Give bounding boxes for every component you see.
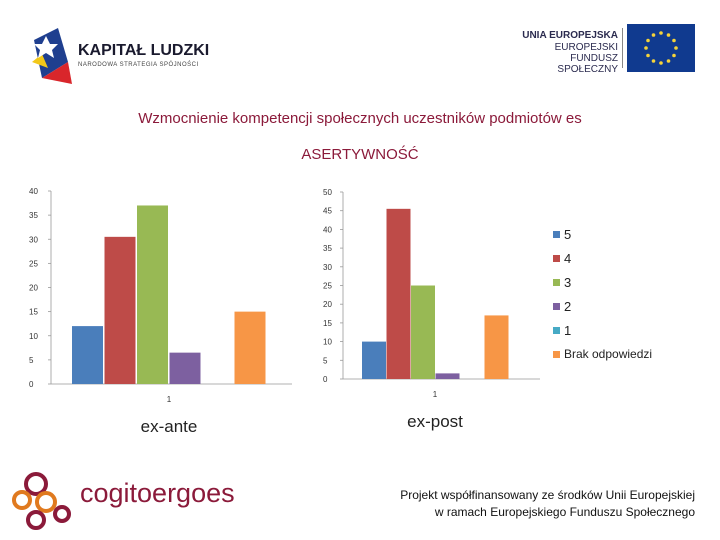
bar-series-5 [362, 341, 386, 379]
legend-item: 4 [553, 246, 652, 270]
y-tick-label: 5 [29, 356, 34, 365]
y-tick-label: 25 [29, 259, 38, 268]
bar-series-3 [137, 205, 168, 384]
y-tick-label: 20 [323, 300, 332, 309]
x-tick-label: 1 [433, 390, 438, 399]
eu-line-2: EUROPEJSKI [554, 42, 618, 53]
y-tick-label: 25 [323, 282, 332, 291]
eu-line-1: UNIA EUROPEJSKA [522, 30, 618, 41]
kapital-ludzki-logo: KAPITAŁ LUDZKI NARODOWA STRATEGIA SPÓJNO… [28, 22, 218, 88]
legend-label: 3 [564, 274, 572, 290]
y-tick-label: 40 [29, 187, 38, 196]
kapital-ludzki-title: KAPITAŁ LUDZKI [78, 42, 210, 59]
y-tick-label: 10 [323, 338, 332, 347]
cogito-logo-text: cogitoergoes [80, 478, 235, 508]
legend-item: 3 [553, 270, 652, 294]
y-tick-label: 0 [29, 380, 34, 389]
legend-item: 5 [553, 222, 652, 246]
cogito-emblem-icon [12, 472, 71, 530]
legend-item: 2 [553, 294, 652, 318]
chart-ex-post: 0 5 10 15 20 25 30 35 40 45 50 1 ex-post [323, 188, 540, 431]
bar-series-2 [435, 373, 460, 379]
legend-swatch [553, 278, 560, 286]
kapital-ludzki-subtitle: NARODOWA STRATEGIA SPÓJNOŚCI [78, 62, 199, 68]
eu-line-3: FUNDUSZ SPOŁECZNY [557, 53, 618, 75]
legend-swatch [553, 254, 560, 262]
legend-swatch [553, 302, 560, 310]
y-tick-label: 10 [29, 332, 38, 341]
chart-subtitle: ASERTYWNOŚĆ [301, 146, 419, 163]
y-tick-label: 30 [323, 263, 332, 272]
project-note-line-1: Projekt współfinansowany ze środków Unii… [400, 488, 695, 502]
legend-swatch [553, 230, 560, 238]
bar-series-4 [386, 208, 411, 379]
legend-label: 5 [564, 226, 572, 242]
y-tick-label: 15 [323, 319, 332, 328]
chart-legend: 5 4 3 2 1 Brak odpowiedzi [553, 222, 652, 366]
legend-swatch [553, 326, 560, 334]
project-note: Projekt współfinansowany ze środków Unii… [350, 487, 695, 521]
y-tick-label: 40 [323, 225, 332, 234]
eu-flag-icon [627, 24, 695, 72]
bar-series-2 [169, 352, 201, 384]
legend-swatch [553, 350, 560, 358]
chart-ex-ante: 0 5 10 15 20 25 30 35 40 1 ex-ante [29, 187, 292, 436]
legend-item: 1 [553, 318, 652, 342]
bar-series-brak-odpowiedzi [234, 311, 266, 384]
y-tick-label: 5 [323, 356, 328, 365]
page-title: Wzmocnienie kompetencji społecznych ucze… [138, 110, 582, 127]
y-tick-label: 35 [323, 244, 332, 253]
legend-label: 2 [564, 298, 572, 314]
bar-series-5 [72, 326, 103, 384]
legend-item: Brak odpowiedzi [553, 342, 652, 366]
y-tick-label: 30 [29, 235, 38, 244]
legend-label: 1 [564, 322, 572, 338]
project-note-line-2: w ramach Europejskiego Funduszu Społeczn… [434, 505, 695, 519]
y-tick-label: 45 [323, 207, 332, 216]
bar-series-brak-odpowiedzi [484, 315, 509, 379]
y-tick-label: 50 [323, 188, 332, 197]
y-tick-label: 20 [29, 284, 38, 293]
eu-logo: UNIA EUROPEJSKA EUROPEJSKI FUNDUSZ SPOŁE… [510, 22, 695, 75]
kapital-ludzki-emblem-icon [32, 28, 72, 84]
bar-series-4 [104, 236, 136, 384]
x-axis-label: ex-post [407, 412, 463, 431]
y-tick-label: 0 [323, 375, 328, 384]
x-tick-label: 1 [167, 395, 172, 404]
legend-label: 4 [564, 250, 572, 266]
x-axis-label: ex-ante [141, 417, 198, 436]
bar-series-3 [411, 285, 435, 379]
y-tick-label: 15 [29, 308, 38, 317]
y-tick-label: 35 [29, 211, 38, 220]
legend-label: Brak odpowiedzi [564, 347, 653, 361]
